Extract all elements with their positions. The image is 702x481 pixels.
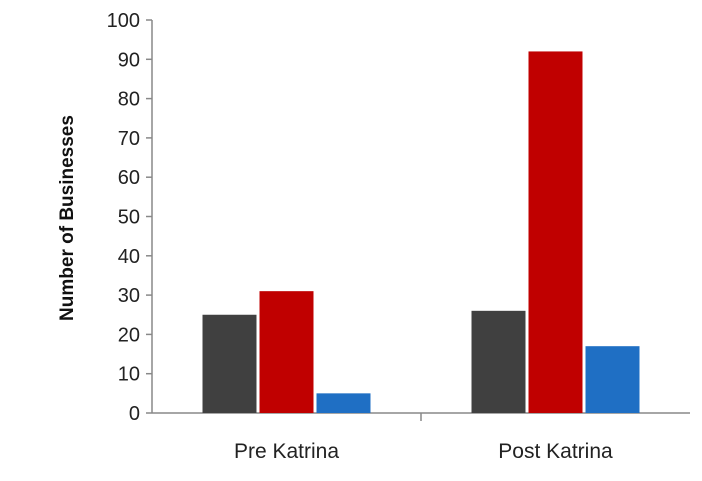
bar bbox=[259, 291, 314, 413]
x-category-label: Pre Katrina bbox=[234, 440, 339, 463]
bars bbox=[202, 51, 640, 413]
bar bbox=[528, 51, 583, 413]
bar bbox=[202, 314, 257, 413]
bar bbox=[316, 393, 371, 413]
y-tick-label: 20 bbox=[118, 324, 140, 346]
y-tick-label: 40 bbox=[118, 246, 140, 268]
y-tick-label: 90 bbox=[118, 49, 140, 71]
y-tick-label: 50 bbox=[118, 207, 140, 229]
y-axis-ticks: 0 10 20 30 40 50 60 70 80 90 100 bbox=[107, 10, 152, 425]
y-tick-label: 60 bbox=[118, 167, 140, 189]
y-tick-label: 80 bbox=[118, 89, 140, 111]
y-tick-label: 0 bbox=[129, 403, 140, 425]
x-axis-labels: Pre Katrina Post Katrina bbox=[234, 440, 613, 463]
y-tick-label: 100 bbox=[107, 10, 140, 32]
y-axis-title: Number of Businesses bbox=[57, 115, 78, 321]
bar bbox=[471, 310, 526, 413]
bar bbox=[585, 346, 640, 413]
y-tick-label: 10 bbox=[118, 364, 140, 386]
x-category-label: Post Katrina bbox=[498, 440, 613, 463]
y-tick-label: 70 bbox=[118, 128, 140, 150]
y-tick-label: 30 bbox=[118, 285, 140, 307]
